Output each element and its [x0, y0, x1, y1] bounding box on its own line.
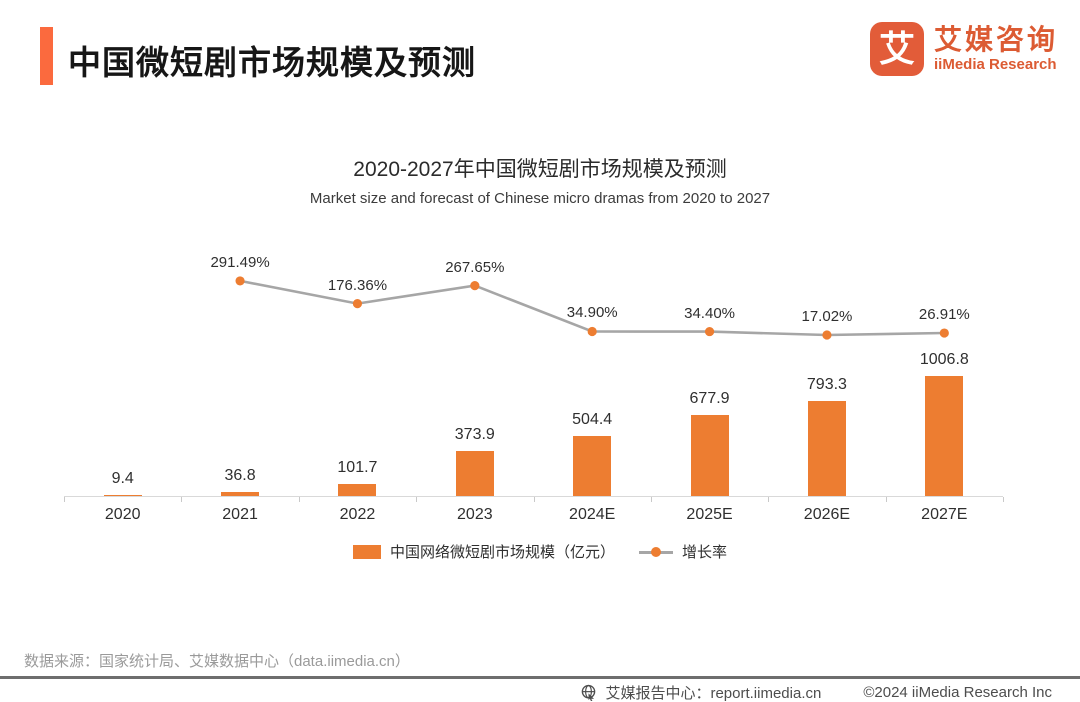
x-axis-label-2027E: 2027E — [921, 506, 968, 523]
growth-label-2026E: 17.02% — [801, 307, 853, 325]
axis-tick — [1003, 497, 1004, 502]
x-axis-label-2020: 2020 — [104, 506, 141, 523]
x-axis-label-2022: 2022 — [339, 506, 376, 523]
bar-2021 — [221, 491, 260, 496]
bar-value-label-2027E: 1006.8 — [919, 351, 969, 368]
x-axis-line — [64, 496, 1003, 497]
bar-value-label-2022: 101.7 — [337, 458, 378, 476]
bar-2023 — [455, 451, 494, 496]
bar-2020 — [103, 494, 142, 496]
x-axis-label-2024E: 2024E — [569, 506, 616, 523]
growth-dot-2024E — [587, 326, 597, 337]
axis-tick — [298, 497, 300, 502]
bar-legend-label: 中国网络微短剧市场规模（亿元） — [389, 544, 615, 561]
title-accent-bar — [40, 27, 53, 85]
bar-2025E — [690, 415, 729, 496]
growth-label-2024E: 34.90% — [566, 304, 618, 322]
footer-divider — [0, 676, 1080, 679]
axis-tick — [533, 497, 535, 502]
bar-value-label-2026E: 793.3 — [806, 376, 847, 394]
axis-tick — [650, 497, 652, 502]
growth-label-2025E: 34.40% — [684, 304, 735, 322]
chart-subtitle: Market size and forecast of Chinese micr… — [309, 190, 771, 207]
growth-label-2023: 267.65% — [445, 258, 505, 276]
growth-dot-2022 — [352, 299, 363, 309]
chart-legend: 中国网络微短剧市场规模（亿元） 增长率 — [0, 541, 1080, 562]
bar-value-label-2025E: 677.9 — [689, 390, 730, 408]
growth-dot-2025E — [704, 326, 715, 337]
iimedia-logo-icon: 艾 — [869, 22, 924, 76]
iimedia-logo: 艾 艾媒咨询 iiMedia Research — [869, 22, 1058, 76]
growth-dot-2026E — [822, 330, 832, 340]
growth-label-2022: 176.36% — [327, 276, 388, 294]
growth-dot-2021 — [235, 276, 245, 286]
page-title: 中国微短剧市场规模及预测 — [68, 44, 476, 81]
bar-2027E — [925, 376, 964, 496]
chart-title: 2020-2027年中国微短剧市场规模及预测 — [353, 158, 727, 181]
report-center-link[interactable]: 艾媒报告中心：report.iimedia.cn — [605, 685, 822, 702]
copyright-text: ©2024 iiMedia Research Inc — [863, 684, 1052, 701]
data-source-note: 数据来源：国家统计局、艾媒数据中心（data.iimedia.cn） — [24, 653, 410, 670]
growth-label-2027E: 26.91% — [918, 306, 970, 324]
x-axis-label-2026E: 2026E — [803, 506, 851, 523]
bar-value-label-2020: 9.4 — [111, 469, 134, 487]
logo-text: 艾媒咨询 iiMedia Research — [934, 24, 1058, 74]
axis-tick — [416, 497, 418, 502]
axis-tick — [768, 497, 770, 502]
growth-dot-2023 — [470, 281, 480, 291]
logo-name-en: iiMedia Research — [933, 56, 1057, 73]
bar-legend-swatch — [352, 544, 381, 559]
axis-tick — [64, 497, 65, 502]
x-axis-label-2023: 2023 — [457, 506, 493, 523]
logo-name-cn: 艾媒咨询 — [933, 24, 1058, 55]
bar-2026E — [807, 401, 846, 496]
line-legend-label: 增长率 — [682, 544, 728, 561]
bar-value-label-2024E: 504.4 — [572, 410, 613, 428]
globe-cursor-icon — [582, 684, 596, 701]
plot-area: 9.4 2020 36.8 2021 101.7 2022 373.9 2023 504.4 20… — [64, 240, 1004, 523]
legend-item-market-size: 中国网络微短剧市场规模（亿元） — [352, 541, 615, 562]
axis-tick — [885, 497, 887, 502]
x-axis-label-2025E: 2025E — [686, 506, 733, 523]
bar-value-label-2023: 373.9 — [454, 426, 495, 444]
bar-2022 — [338, 483, 377, 496]
x-axis-label-2021: 2021 — [222, 506, 258, 523]
footer-bar: 艾媒报告中心：report.iimedia.cn ©2024 iiMedia R… — [580, 682, 1052, 702]
growth-line-svg — [235, 276, 949, 340]
growth-label-2021: 291.49% — [210, 253, 270, 271]
growth-dot-2027E — [939, 328, 949, 338]
bar-2024E — [573, 435, 612, 496]
axis-tick — [181, 497, 183, 502]
legend-item-growth-rate: 增长率 — [639, 541, 727, 562]
bar-value-label-2021: 36.8 — [224, 466, 256, 484]
line-legend-swatch — [639, 546, 673, 557]
